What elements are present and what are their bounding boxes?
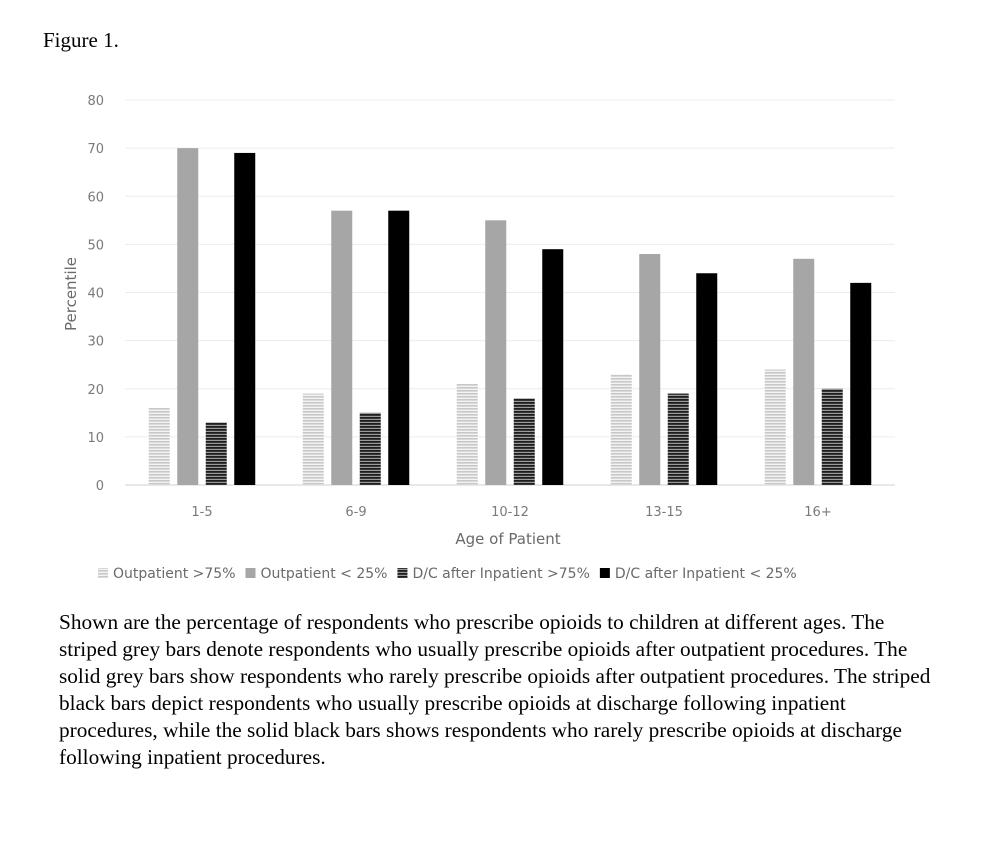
bar-13-15-series-2 (639, 254, 661, 485)
legend-entry: D/C after Inpatient >75% (412, 566, 589, 582)
legend-swatch (599, 568, 610, 578)
y-tick-label: 10 (87, 431, 104, 446)
bar-16+-series-4 (850, 282, 872, 485)
y-axis-ticks: 0 10 20 30 40 50 60 70 80 (87, 94, 104, 494)
y-tick-label: 30 (87, 335, 104, 350)
bar-10-12-series-3 (513, 398, 535, 485)
bar-6-9-series-4 (388, 210, 410, 485)
y-tick-label: 70 (87, 142, 104, 157)
y-tick-label: 40 (87, 287, 104, 302)
bar-10-12-series-2 (485, 220, 507, 485)
figure-caption: Shown are the percentage of respondents … (59, 610, 931, 769)
x-tick-label: 1-5 (191, 505, 212, 520)
legend-swatch (245, 568, 256, 578)
y-tick-label: 20 (87, 383, 104, 398)
bar-6-9-series-3 (359, 412, 381, 485)
y-tick-label: 80 (87, 94, 104, 109)
x-tick-label: 13-15 (645, 505, 683, 520)
bar-chart: 0 10 20 30 40 50 60 70 80 1-5 6-9 10-12 13-15 16+ Pe… (62, 94, 895, 582)
figure-label: Figure 1. (43, 28, 119, 52)
bar-1-5-series-2 (177, 148, 199, 485)
y-tick-label: 50 (87, 238, 104, 253)
bar-16+-series-3 (821, 388, 843, 485)
legend-entry: Outpatient >75% (113, 566, 236, 582)
bar-16+-series-1 (764, 369, 786, 485)
x-tick-label: 10-12 (491, 505, 529, 520)
x-axis-ticks: 1-5 6-9 10-12 13-15 16+ (191, 505, 831, 520)
bar-16+-series-2 (793, 258, 815, 485)
bar-13-15-series-1 (610, 374, 632, 485)
bar-1-5-series-4 (234, 152, 256, 485)
bar-13-15-series-4 (696, 273, 718, 485)
bar-10-12-series-1 (456, 383, 478, 485)
bar-1-5-series-3 (205, 422, 227, 485)
y-axis-title: Percentile (62, 257, 80, 331)
bar-13-15-series-3 (667, 393, 689, 485)
legend-entry: D/C after Inpatient < 25% (615, 566, 797, 582)
bar-10-12-series-4 (542, 249, 564, 485)
legend-swatch (98, 568, 108, 578)
y-tick-label: 60 (87, 190, 104, 205)
x-axis-title: Age of Patient (455, 530, 560, 548)
bar-6-9-series-1 (302, 393, 324, 485)
bar-6-9-series-2 (331, 210, 353, 485)
legend-swatch (397, 568, 408, 578)
bar-1-5-series-1 (148, 408, 170, 485)
bars (148, 148, 872, 485)
x-tick-label: 16+ (804, 505, 831, 520)
legend: Outpatient >75% Outpatient < 25% D/C after… (98, 566, 797, 582)
y-tick-label: 0 (96, 479, 104, 494)
legend-entry: Outpatient < 25% (261, 566, 388, 582)
x-tick-label: 6-9 (345, 505, 366, 520)
